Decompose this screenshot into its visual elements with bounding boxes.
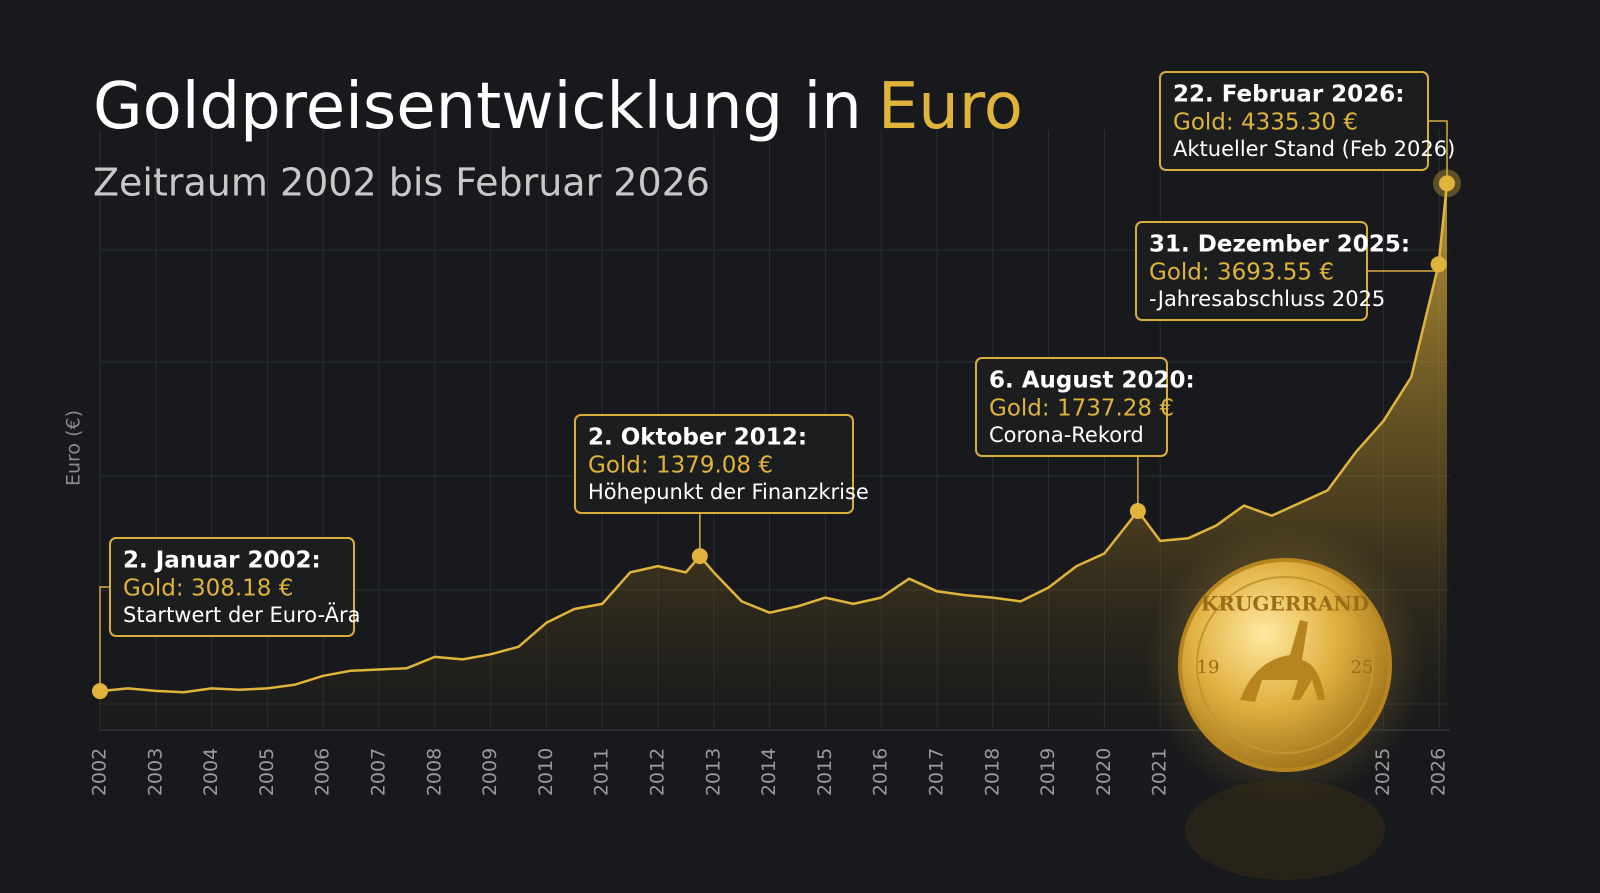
- annotation-value: Gold: 1379.08 €: [588, 453, 773, 479]
- annotation-note: Corona-Rekord: [989, 423, 1144, 447]
- annotation-box: [574, 414, 854, 514]
- x-tick-label: 2004: [200, 748, 222, 796]
- x-tick-label: 2019: [1037, 748, 1059, 796]
- annotation-value: Gold: 4335.30 €: [1173, 110, 1358, 136]
- x-tick-label: 2018: [981, 748, 1003, 796]
- annotation-note: -Jahresabschluss 2025: [1149, 287, 1385, 311]
- annotation-date: 31. Dezember 2025:: [1149, 232, 1410, 258]
- area: [100, 183, 1447, 730]
- annotation-point: [1439, 175, 1455, 192]
- coin: KRUGERRAND 19 25: [1145, 525, 1425, 880]
- annotation-point: [691, 548, 708, 565]
- x-tick-label: 2026: [1428, 748, 1450, 796]
- title-main: Goldpreisentwicklung in: [93, 70, 862, 144]
- coin-springbok: [1240, 620, 1325, 702]
- coin-year-left: 19: [1197, 657, 1220, 678]
- x-tick-label: 2012: [646, 748, 668, 796]
- x-tick-label: 2007: [367, 748, 389, 796]
- x-tick-label: 2013: [702, 748, 724, 796]
- x-tick-label: 2017: [925, 748, 947, 796]
- coin-reflection: [1185, 780, 1385, 880]
- x-tick-label: 2008: [423, 748, 445, 796]
- price-line: [99, 183, 1449, 694]
- annotation-point: [92, 683, 108, 700]
- annotation-point: [1129, 502, 1146, 519]
- annotation-note: Höhepunkt der Finanzkrise: [588, 480, 869, 504]
- annotation-box: [975, 357, 1168, 457]
- x-tick-label: 2010: [535, 748, 557, 796]
- x-tick-label: 2009: [479, 748, 501, 796]
- annotation-value: Gold: 308.18 €: [123, 576, 293, 602]
- coin-year-right: 25: [1351, 657, 1374, 678]
- x-tick-label: 2005: [256, 748, 278, 796]
- annotation-box: [109, 537, 355, 637]
- x-tick-label: 2014: [758, 748, 780, 796]
- annotation-connector: [1367, 264, 1440, 272]
- coin-legend: KRUGERRAND: [1201, 592, 1369, 616]
- annotation-point: [1430, 256, 1447, 273]
- chart-subtitle: Zeitraum 2002 bis Februar 2026: [93, 161, 710, 205]
- chart-title: Goldpreisentwicklung in Euro: [93, 70, 1023, 144]
- annotation-date: 22. Februar 2026:: [1173, 82, 1404, 108]
- x-tick-label: 2016: [870, 748, 892, 796]
- annotation-connector: [99, 586, 110, 692]
- annotation-date: 2. Oktober 2012:: [588, 425, 807, 451]
- annotation-box: [1159, 71, 1429, 171]
- annotation-box: [1135, 221, 1368, 321]
- x-tick-label: 2011: [591, 748, 613, 796]
- y-axis-label: Euro (€): [63, 410, 85, 486]
- coin-rim: [1196, 576, 1374, 754]
- x-tick-label: 2015: [814, 748, 836, 796]
- title-highlight: Euro: [878, 70, 1023, 144]
- annotation-note: Aktueller Stand (Feb 2026): [1173, 137, 1455, 161]
- x-tick-label: 2006: [312, 748, 334, 796]
- annotation-date: 6. August 2020:: [989, 368, 1195, 394]
- annotation-date: 2. Januar 2002:: [123, 548, 321, 574]
- x-tick-label: 2020: [1093, 748, 1115, 796]
- annotation-value: Gold: 1737.28 €: [989, 396, 1174, 422]
- x-tick-label: 2002: [89, 748, 111, 796]
- annotation-value: Gold: 3693.55 €: [1149, 260, 1334, 286]
- annotation-connector: [1428, 120, 1448, 184]
- x-tick-label: 2003: [144, 748, 166, 796]
- annotation-note: Startwert der Euro-Ära: [123, 602, 360, 627]
- x-tick-label: 2021: [1149, 748, 1171, 796]
